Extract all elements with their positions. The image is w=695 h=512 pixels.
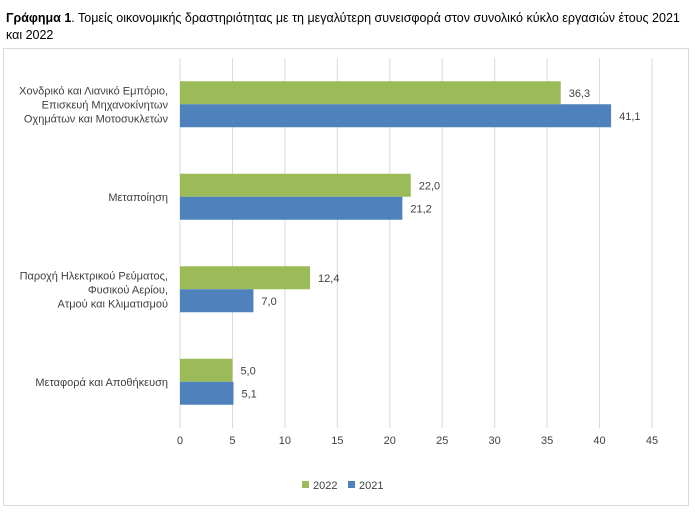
category-label-line: Παροχή Ηλεκτρικού Ρεύματος, bbox=[20, 270, 168, 282]
data-label: 5,1 bbox=[241, 388, 256, 400]
data-label: 12,4 bbox=[318, 273, 339, 285]
bar-2021 bbox=[180, 381, 234, 405]
legend-swatch-2022 bbox=[302, 481, 309, 488]
category-label: Παροχή Ηλεκτρικού Ρεύματος, Φυσικού Αερίο… bbox=[20, 270, 168, 310]
legend-label: 2022 bbox=[313, 480, 337, 492]
caption-text: . Τομείς οικονομικής δραστηριότητας με τ… bbox=[6, 11, 680, 42]
bar-2021 bbox=[180, 104, 612, 128]
bar-2022 bbox=[180, 266, 311, 290]
category-label-line: Οχημάτων και Μοτοσυκλετών bbox=[24, 113, 169, 125]
category-label-line: Μεταποίηση bbox=[108, 192, 168, 204]
legend-swatch-2021 bbox=[348, 481, 355, 488]
category-label: Μεταφορά και Αποθήκευση bbox=[35, 377, 168, 389]
x-tick-label: 30 bbox=[489, 435, 501, 447]
caption-bold: Γράφημα 1 bbox=[6, 11, 72, 25]
data-label: 41,1 bbox=[619, 111, 640, 123]
x-tick-label: 45 bbox=[646, 435, 658, 447]
category-label: Χονδρικό και Λιανικό Εμπόριο, Επισκευή Μη… bbox=[19, 85, 168, 125]
x-tick-label: 35 bbox=[541, 435, 553, 447]
x-tick-label: 5 bbox=[229, 435, 235, 447]
bar-2022 bbox=[180, 81, 561, 105]
data-label: 5,0 bbox=[240, 365, 255, 377]
category-label-line: Φυσικού Αερίου, bbox=[88, 284, 168, 296]
data-label: 21,2 bbox=[410, 203, 431, 215]
x-tick-label: 25 bbox=[436, 435, 448, 447]
category-label-line: Ατμού και Κλιματισμού bbox=[58, 298, 168, 310]
category-label-line: Επισκευή Μηχανοκίνητων bbox=[42, 99, 169, 111]
bar-2022 bbox=[180, 173, 411, 197]
legend-label: 2021 bbox=[359, 480, 383, 492]
chart-caption: Γράφημα 1. Τομείς οικονομικής δραστηριότ… bbox=[6, 10, 690, 44]
data-label: 36,3 bbox=[569, 88, 590, 100]
x-tick-label: 0 bbox=[177, 435, 183, 447]
x-tick-label: 40 bbox=[593, 435, 605, 447]
data-label: 7,0 bbox=[261, 296, 276, 308]
chart-frame bbox=[3, 48, 689, 506]
x-tick-label: 20 bbox=[384, 435, 396, 447]
category-label: Μεταποίηση bbox=[108, 192, 168, 204]
category-label-line: Χονδρικό και Λιανικό Εμπόριο, bbox=[19, 85, 168, 97]
x-tick-label: 15 bbox=[331, 435, 343, 447]
x-tick-label: 10 bbox=[279, 435, 291, 447]
bar-2022 bbox=[180, 358, 233, 382]
category-label-line: Μεταφορά και Αποθήκευση bbox=[35, 377, 168, 389]
bar-2021 bbox=[180, 289, 254, 313]
bar-2021 bbox=[180, 196, 403, 220]
data-label: 22,0 bbox=[419, 180, 440, 192]
